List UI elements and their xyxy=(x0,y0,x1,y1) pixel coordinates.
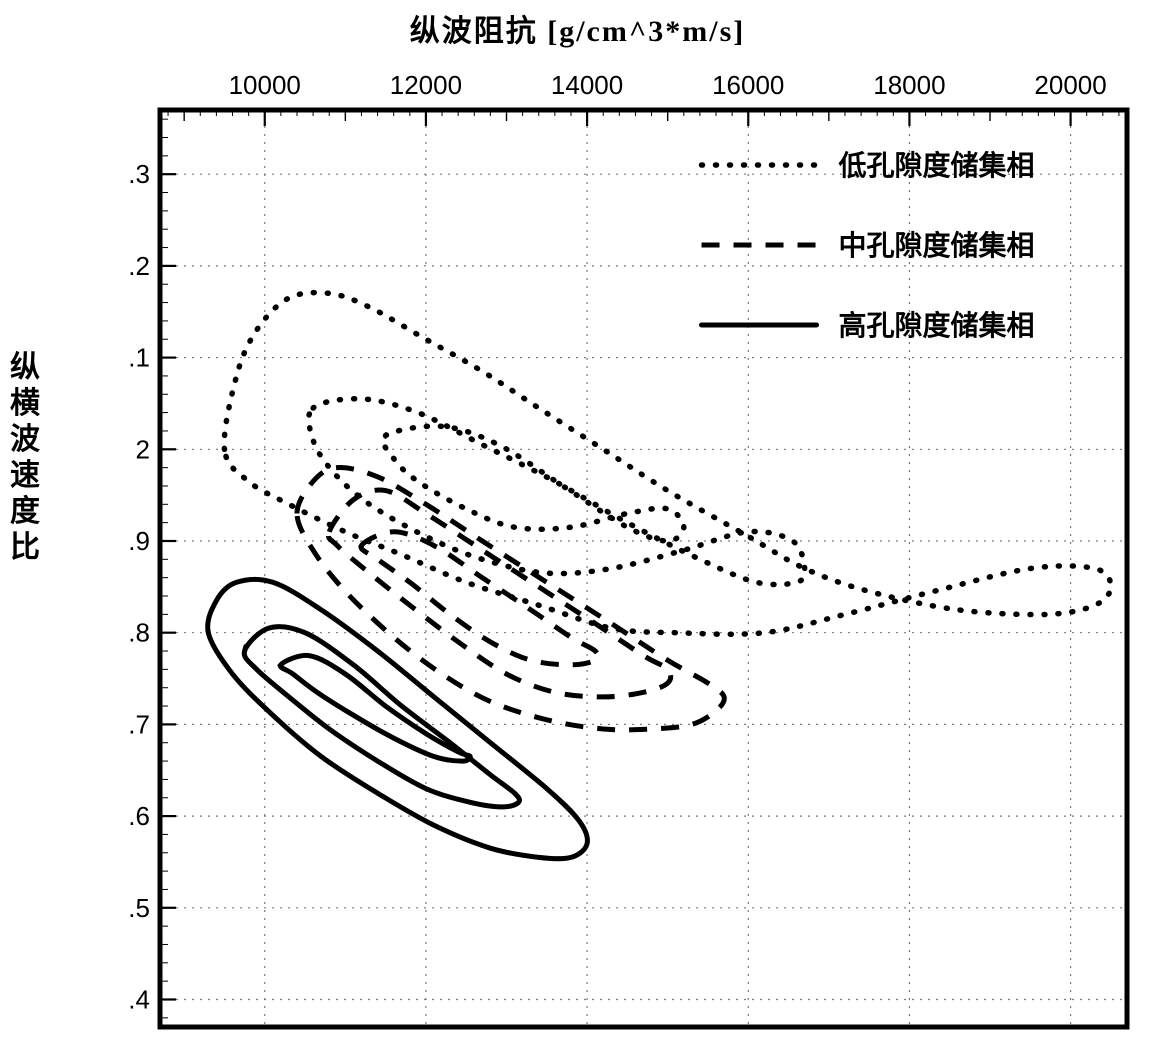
y-tick-label: 1.8 xyxy=(130,618,150,648)
plot-area: 1000012000140001600018000200001.41.51.61… xyxy=(130,55,1135,1035)
y-tick-label: 2.1 xyxy=(130,343,150,373)
y-ticks: 1.4 1.5 1.6 1.7 1.8 1.9 2 2.1 2.2 2.3 xyxy=(130,119,176,1018)
figure: 纵波阻抗 [g/cm^3*m/s] 纵横波速度比 10000 12000 14000… xyxy=(0,0,1155,1055)
y-tick-label: 2.3 xyxy=(130,159,150,189)
x-tick-label: 10000 xyxy=(229,70,301,100)
x-tick-label: 12000 xyxy=(390,70,462,100)
legend-label: 中孔隙度储集相 xyxy=(839,230,1035,262)
y-tick-label: 1.4 xyxy=(130,984,150,1014)
x-axis-title: 纵波阻抗 [g/cm^3*m/s] xyxy=(0,6,1155,50)
y-tick-label: 1.6 xyxy=(130,801,150,831)
y-tick-label: 1.9 xyxy=(130,526,150,556)
y-axis-title: 纵横波速度比 xyxy=(8,350,42,566)
y-axis-title-text: 纵横波速度比 xyxy=(10,351,40,564)
contours xyxy=(208,293,1111,859)
y-tick-label: 1.5 xyxy=(130,893,150,923)
legend-label: 高孔隙度储集相 xyxy=(839,310,1035,342)
x-tick-label: 18000 xyxy=(873,70,945,100)
y-tick-label: 2.2 xyxy=(130,251,150,281)
y-tick-label: 2 xyxy=(136,434,150,464)
x-ticks: 10000 12000 14000 16000 18000 20000 xyxy=(168,70,1119,126)
low-porosity-facies-contour-0 xyxy=(224,293,1111,635)
legend-label: 低孔隙度储集相 xyxy=(838,150,1035,182)
legend: 低孔隙度储集相中孔隙度储集相高孔隙度储集相 xyxy=(702,150,1035,342)
y-tick-label: 1.7 xyxy=(130,709,150,739)
x-tick-label: 14000 xyxy=(551,70,623,100)
plot-svg: 1000012000140001600018000200001.41.51.61… xyxy=(130,55,1135,1035)
low-porosity-facies-contour-2 xyxy=(383,426,684,541)
x-tick-label: 20000 xyxy=(1034,70,1106,100)
x-tick-label: 16000 xyxy=(712,70,784,100)
